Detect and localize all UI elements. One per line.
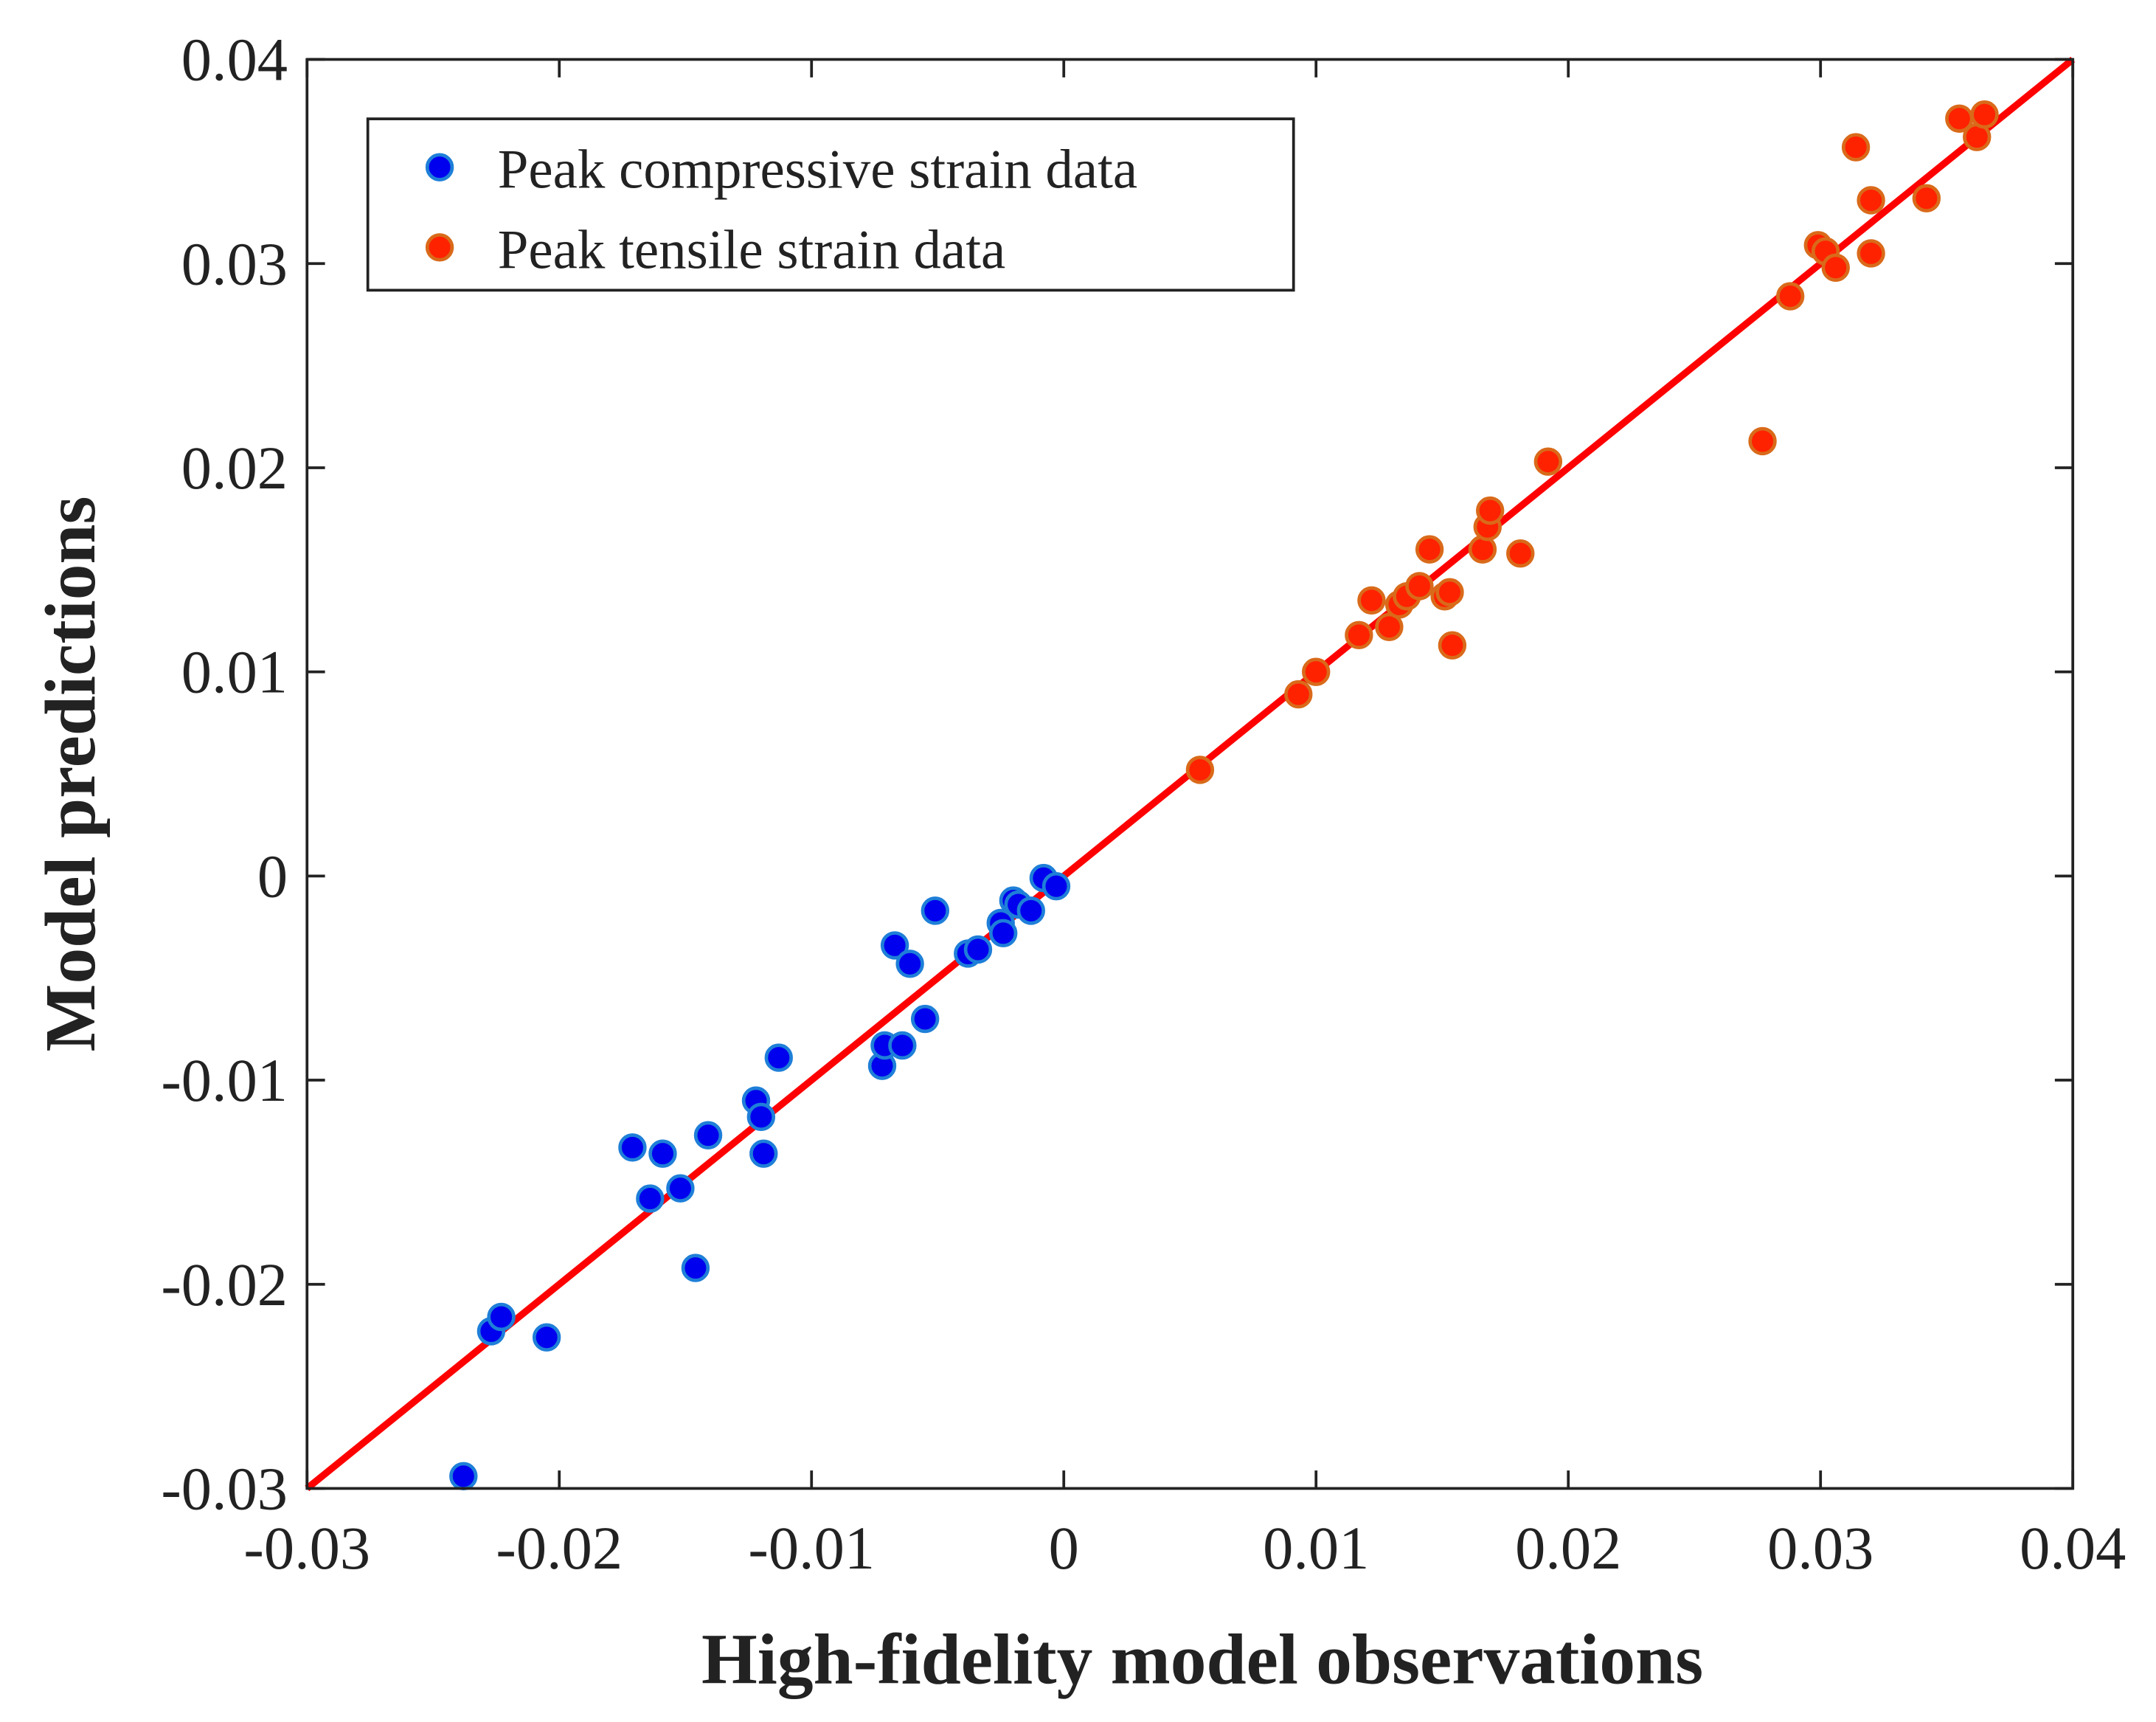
y-tick-label: -0.02	[161, 1251, 288, 1318]
x-tick-label: 0.01	[1263, 1515, 1369, 1582]
legend-marker-tensile	[425, 233, 454, 262]
data-point	[1912, 184, 1941, 212]
data-point	[618, 1133, 647, 1162]
x-tick-label: 0.03	[1767, 1515, 1873, 1582]
data-point	[1302, 657, 1331, 686]
data-point	[1475, 496, 1505, 525]
data-point	[1185, 755, 1215, 784]
y-tick-label: -0.03	[161, 1456, 288, 1523]
data-point	[963, 935, 993, 964]
data-point	[1748, 426, 1777, 456]
y-tick-label: 0.01	[181, 639, 288, 706]
data-point	[1435, 578, 1464, 606]
data-point	[1357, 586, 1386, 615]
y-axis-label: Model predictions	[31, 496, 111, 1051]
data-point	[1284, 680, 1313, 709]
data-point	[921, 896, 950, 925]
data-point	[532, 1323, 561, 1352]
y-tick-label: -0.01	[161, 1047, 288, 1114]
data-point	[1375, 612, 1404, 641]
x-tick-label: -0.03	[243, 1515, 370, 1582]
data-point	[648, 1139, 677, 1168]
data-point	[746, 1102, 776, 1132]
x-tick-label: 0.02	[1515, 1515, 1621, 1582]
y-tick-label: 0	[257, 843, 288, 910]
data-point	[693, 1121, 723, 1149]
legend-marker-compressive	[425, 153, 454, 181]
x-tick-label: 0	[1049, 1515, 1079, 1582]
series-compressive	[449, 863, 1071, 1491]
data-point	[1506, 539, 1535, 568]
data-point	[1775, 282, 1805, 311]
data-point	[666, 1174, 695, 1203]
data-point	[880, 931, 909, 960]
y-tick-label: 0.04	[181, 27, 288, 94]
data-points	[449, 100, 1999, 1491]
legend-label-tensile: Peak tensile strain data	[498, 219, 1005, 280]
data-point	[1041, 871, 1071, 901]
x-tick-label: 0.04	[2020, 1515, 2126, 1582]
data-point	[681, 1254, 710, 1282]
data-point	[895, 950, 924, 978]
data-point	[1857, 186, 1885, 215]
x-tick-label: -0.01	[748, 1515, 875, 1582]
data-point	[749, 1139, 778, 1168]
data-point	[1415, 535, 1444, 564]
data-point	[1821, 253, 1850, 282]
data-point	[1857, 239, 1885, 268]
data-point	[1970, 100, 1999, 129]
data-point	[988, 919, 1018, 948]
data-point	[1438, 631, 1467, 660]
legend-label-compressive: Peak compressive strain data	[498, 139, 1137, 201]
data-point	[1468, 535, 1497, 564]
data-point	[449, 1462, 478, 1491]
data-point	[1016, 896, 1045, 925]
data-point	[1533, 447, 1563, 476]
plot-frame	[305, 58, 2075, 1490]
data-point	[910, 1004, 940, 1034]
data-point	[1841, 133, 1871, 162]
data-point	[888, 1031, 917, 1060]
data-point	[1345, 620, 1373, 650]
legend-box	[366, 117, 1295, 292]
x-tick-label: -0.02	[496, 1515, 623, 1582]
legend: Peak compressive strain data Peak tensil…	[366, 117, 1295, 292]
series-tensile	[1185, 100, 1999, 784]
data-point	[487, 1302, 516, 1332]
y-tick-label: 0.03	[181, 230, 288, 297]
y-tick-label: 0.02	[181, 435, 288, 502]
x-axis-label: High-fidelity model observations	[701, 1620, 1703, 1700]
data-point	[764, 1043, 793, 1072]
axis-ticks: -0.03 -0.02 -0.01 0 0.01 0.02 0.03 0.04 -0.03 -0.…	[161, 27, 2126, 1582]
data-point	[636, 1184, 665, 1213]
data-point	[1405, 572, 1434, 601]
